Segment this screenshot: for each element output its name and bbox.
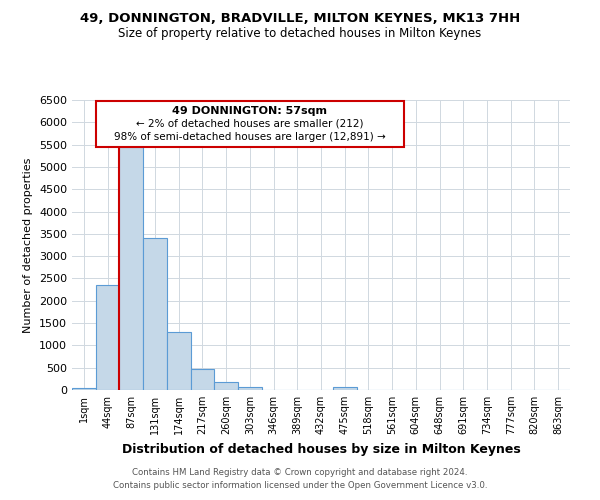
Text: 49, DONNINGTON, BRADVILLE, MILTON KEYNES, MK13 7HH: 49, DONNINGTON, BRADVILLE, MILTON KEYNES… <box>80 12 520 26</box>
Bar <box>191 368 214 390</box>
Bar <box>167 332 191 390</box>
Bar <box>238 386 262 390</box>
Text: Contains HM Land Registry data © Crown copyright and database right 2024.: Contains HM Land Registry data © Crown c… <box>132 468 468 477</box>
Text: ← 2% of detached houses are smaller (212): ← 2% of detached houses are smaller (212… <box>136 119 364 129</box>
Bar <box>333 388 356 390</box>
Bar <box>214 382 238 390</box>
Bar <box>96 285 119 390</box>
Text: 98% of semi-detached houses are larger (12,891) →: 98% of semi-detached houses are larger (… <box>114 132 386 141</box>
Text: 49 DONNINGTON: 57sqm: 49 DONNINGTON: 57sqm <box>172 106 328 116</box>
X-axis label: Distribution of detached houses by size in Milton Keynes: Distribution of detached houses by size … <box>122 442 520 456</box>
Y-axis label: Number of detached properties: Number of detached properties <box>23 158 34 332</box>
Text: Contains public sector information licensed under the Open Government Licence v3: Contains public sector information licen… <box>113 482 487 490</box>
Bar <box>119 147 143 390</box>
Text: Size of property relative to detached houses in Milton Keynes: Size of property relative to detached ho… <box>118 28 482 40</box>
Bar <box>143 238 167 390</box>
FancyBboxPatch shape <box>96 101 404 147</box>
Bar <box>72 388 96 390</box>
